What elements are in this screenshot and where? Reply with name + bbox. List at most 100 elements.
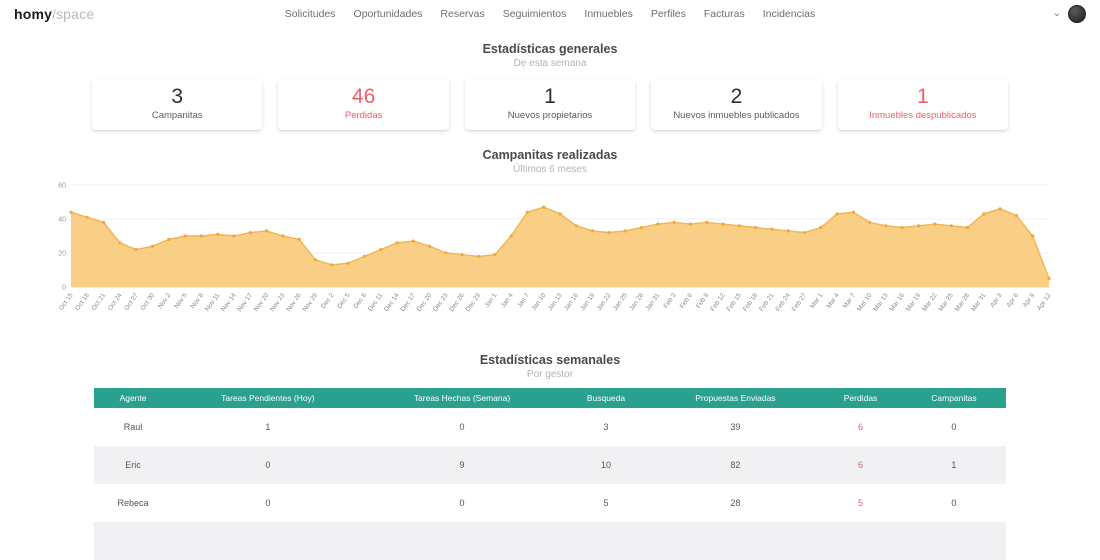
svg-text:Nov 14: Nov 14	[220, 292, 238, 313]
cell: 82	[730, 460, 741, 471]
table-row: Rebeca 0 0 5 28 5 0	[94, 484, 1006, 522]
stat-value: 2	[730, 85, 743, 108]
stat-value: 3	[171, 85, 184, 108]
svg-text:Apr 6: Apr 6	[1005, 292, 1020, 309]
svg-text:40: 40	[58, 217, 66, 224]
svg-text:Nov 8: Nov 8	[190, 292, 206, 310]
svg-text:Mar 7: Mar 7	[842, 292, 857, 310]
stat-label: Inmuebles despublicados	[869, 110, 977, 122]
cell: 9	[459, 460, 465, 471]
cell-agente: Raul	[123, 422, 143, 433]
svg-text:Nov 2: Nov 2	[157, 292, 173, 310]
svg-text:Mar 1: Mar 1	[809, 292, 824, 310]
svg-text:Mar 25: Mar 25	[937, 292, 955, 313]
main-nav: Solicitudes Oportunidades Reservas Segui…	[285, 8, 816, 20]
svg-text:Nov 20: Nov 20	[253, 292, 271, 313]
svg-text:Feb 9: Feb 9	[695, 292, 710, 310]
cell: 3	[603, 422, 609, 433]
svg-text:Dec 2: Dec 2	[320, 292, 336, 310]
svg-text:Nov 29: Nov 29	[302, 292, 320, 313]
col-hechas: Tareas Hechas (Semana)	[363, 388, 561, 409]
svg-text:Dec 26: Dec 26	[448, 292, 466, 313]
svg-text:Mar 22: Mar 22	[921, 292, 939, 313]
svg-text:Dec 20: Dec 20	[416, 292, 434, 313]
stat-label: Nuevos propietarios	[507, 110, 593, 122]
cell-perdidas: 6	[858, 460, 864, 471]
col-perdidas: Perdidas	[819, 388, 902, 409]
nav-seguimientos[interactable]: Seguimientos	[502, 8, 567, 20]
table-header-row: Agente Tareas Pendientes (Hoy) Tareas He…	[94, 388, 1006, 409]
svg-text:Mar 28: Mar 28	[954, 292, 972, 313]
col-pendientes: Tareas Pendientes (Hoy)	[172, 388, 364, 409]
svg-text:Dec 8: Dec 8	[353, 292, 369, 310]
chevron-down-icon[interactable]: ⌄	[1052, 8, 1061, 19]
svg-text:Jan 10: Jan 10	[530, 292, 547, 312]
cell-perdidas: 6	[858, 422, 864, 433]
nav-facturas[interactable]: Facturas	[703, 8, 745, 20]
cell-perdidas: 5	[858, 498, 864, 509]
svg-text:Oct 21: Oct 21	[91, 292, 108, 312]
svg-text:Nov 5: Nov 5	[173, 292, 189, 310]
general-stats-section-head: Estadísticas generales De esta semana	[0, 42, 1100, 69]
table-row: Raul 1 0 3 39 6 0	[94, 408, 1006, 446]
svg-text:Feb 12: Feb 12	[709, 292, 727, 313]
cell: 1	[951, 460, 957, 471]
svg-text:Jan 22: Jan 22	[596, 292, 613, 312]
svg-text:Nov 11: Nov 11	[204, 292, 221, 313]
table-row-partial	[94, 522, 1006, 560]
svg-text:Jan 1: Jan 1	[484, 292, 499, 309]
area-chart-svg: 0 20 40 60 Oct 15 Oct 18 Oct 21 Oct 24 Oct 27 Oct…	[58, 183, 1053, 314]
nav-incidencias[interactable]: Incidencias	[762, 8, 816, 20]
cell-empty	[94, 522, 1006, 560]
logo-slash: /	[52, 7, 56, 22]
avatar[interactable]	[1068, 5, 1086, 23]
svg-text:Nov 23: Nov 23	[269, 292, 287, 313]
nav-perfiles[interactable]: Perfiles	[650, 8, 686, 20]
chart-section-head: Campanitas realizadas Últimos 6 meses	[0, 148, 1100, 175]
svg-text:Feb 27: Feb 27	[791, 292, 809, 313]
nav-solicitudes[interactable]: Solicitudes	[284, 8, 336, 20]
svg-text:Oct 15: Oct 15	[58, 292, 75, 312]
cell: 28	[730, 498, 741, 509]
cell: 10	[600, 460, 611, 471]
svg-text:Feb 24: Feb 24	[774, 292, 792, 313]
weekly-stats-table-zone: Agente Tareas Pendientes (Hoy) Tareas He…	[0, 380, 1100, 560]
cell-agente: Eric	[125, 460, 141, 471]
stat-cards-row: 3 Campanitas 46 Perdidas 1 Nuevos propie…	[0, 69, 1100, 134]
table-row: Eric 0 9 10 82 6 1	[94, 446, 1006, 485]
weekly-stats-section-head: Estadísticas semanales Por gestor	[0, 353, 1100, 380]
nav-reservas[interactable]: Reservas	[440, 8, 485, 20]
svg-text:Oct 30: Oct 30	[139, 292, 156, 312]
svg-text:Oct 24: Oct 24	[107, 292, 124, 312]
svg-text:Jan 28: Jan 28	[628, 292, 645, 312]
logo[interactable]: homy/space	[14, 6, 94, 22]
cell: 0	[951, 422, 957, 433]
svg-text:Jan 16: Jan 16	[563, 292, 580, 312]
stat-label: Campanitas	[151, 110, 203, 122]
svg-text:Feb 6: Feb 6	[679, 292, 694, 310]
logo-secondary: space	[55, 6, 95, 22]
nav-inmuebles[interactable]: Inmuebles	[584, 8, 633, 20]
svg-text:20: 20	[58, 251, 66, 258]
svg-text:Feb 21: Feb 21	[758, 292, 776, 313]
cell-agente: Rebeca	[117, 498, 149, 509]
svg-text:Mar 19: Mar 19	[905, 292, 923, 313]
svg-text:Jan 13: Jan 13	[547, 292, 564, 312]
cell: 0	[265, 460, 271, 471]
svg-text:Dec 5: Dec 5	[336, 292, 352, 310]
logo-primary: homy	[14, 6, 53, 22]
cell: 5	[603, 498, 609, 509]
svg-text:Mar 16: Mar 16	[889, 292, 907, 313]
svg-text:Dec 14: Dec 14	[383, 292, 401, 313]
weekly-stats-subtitle: Por gestor	[526, 369, 574, 381]
svg-text:Mar 31: Mar 31	[970, 292, 988, 313]
stat-card-inmuebles-despublicados: 1 Inmuebles despublicados	[837, 79, 1009, 131]
general-stats-title: Estadísticas generales	[482, 42, 618, 56]
svg-text:Oct 27: Oct 27	[123, 292, 140, 312]
svg-text:Dec 11: Dec 11	[367, 292, 384, 313]
col-propuestas: Propuestas Enviadas	[651, 388, 820, 409]
col-campanitas: Campanitas	[901, 388, 1006, 409]
svg-text:Nov 17: Nov 17	[236, 292, 254, 313]
nav-oportunidades[interactable]: Oportunidades	[353, 8, 423, 20]
general-stats-subtitle: De esta semana	[513, 58, 587, 69]
